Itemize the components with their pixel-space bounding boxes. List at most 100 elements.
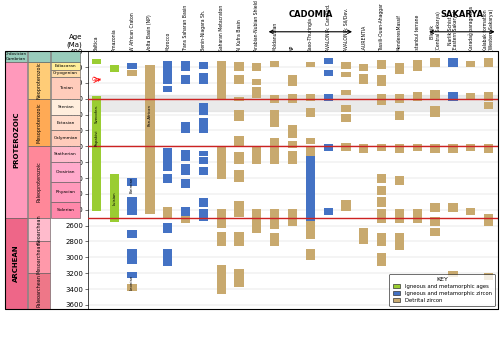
Bar — [198, 157, 208, 164]
Bar — [181, 74, 190, 84]
Text: NP: NP — [290, 45, 295, 51]
Bar — [288, 151, 297, 164]
Text: Tassili-Ouan-Ahaggar: Tassili-Ouan-Ahaggar — [379, 4, 384, 51]
Bar — [324, 144, 333, 151]
Text: Benin-Niagara Sh.: Benin-Niagara Sh. — [201, 10, 206, 51]
Bar — [181, 61, 190, 71]
Bar — [198, 73, 208, 84]
Bar — [342, 200, 350, 210]
Text: PROTEROZOIC: PROTEROZOIC — [13, 112, 19, 168]
Bar — [128, 273, 136, 278]
Bar — [359, 228, 368, 244]
Text: Age
(Ma): Age (Ma) — [66, 34, 82, 48]
Bar — [377, 197, 386, 207]
Bar — [234, 269, 244, 287]
Bar — [128, 63, 136, 69]
Bar — [395, 144, 404, 153]
Bar — [306, 94, 315, 101]
Bar — [306, 221, 315, 239]
Text: Arabian-Nubian Shield: Arabian-Nubian Shield — [254, 0, 260, 51]
Bar — [466, 61, 475, 67]
Bar — [88, 95, 498, 110]
Bar — [181, 150, 190, 161]
Bar — [216, 209, 226, 228]
Bar — [430, 90, 440, 99]
Bar — [430, 106, 440, 116]
Text: Saxo-Thuringia: Saxo-Thuringia — [308, 17, 313, 51]
Bar — [181, 216, 190, 223]
Bar — [163, 174, 172, 183]
Bar — [342, 62, 350, 69]
Bar — [234, 232, 244, 246]
Bar — [395, 94, 404, 103]
Bar — [216, 265, 226, 294]
Bar — [288, 74, 297, 86]
Bar — [234, 110, 244, 121]
Text: Morocco: Morocco — [165, 32, 170, 51]
Bar — [128, 249, 136, 264]
Bar — [430, 203, 440, 212]
Bar — [342, 90, 350, 95]
Bar — [306, 156, 315, 226]
Text: LAURENTIA: LAURENTIA — [362, 25, 366, 51]
Text: Paleoproterozoic: Paleoproterozoic — [36, 162, 42, 202]
Bar — [324, 58, 333, 64]
Bar — [110, 174, 119, 222]
Text: Trans Saharan Basin: Trans Saharan Basin — [183, 5, 188, 51]
Bar — [484, 214, 493, 226]
Bar — [430, 144, 440, 153]
Bar — [466, 93, 475, 99]
Bar — [128, 284, 136, 292]
Bar — [484, 102, 493, 109]
Bar — [377, 253, 386, 266]
Bar — [252, 209, 262, 233]
Text: Leonian: Leonian — [130, 275, 134, 291]
Bar — [163, 61, 172, 84]
Text: Luisian: Luisian — [112, 191, 116, 205]
Text: Cryogenian: Cryogenian — [53, 71, 78, 75]
Bar — [395, 63, 404, 74]
Bar — [324, 70, 333, 76]
Bar — [163, 207, 172, 219]
Text: Saharan Metacraton: Saharan Metacraton — [218, 5, 224, 51]
Bar — [288, 125, 297, 138]
Text: Birimian: Birimian — [130, 176, 134, 193]
Bar — [252, 146, 262, 164]
Bar — [198, 103, 208, 115]
Bar — [163, 148, 172, 171]
Text: Statherian: Statherian — [54, 152, 77, 156]
Text: Gap: Gap — [92, 77, 102, 82]
Bar — [324, 208, 333, 215]
Bar — [163, 223, 172, 233]
Text: Ordovician
Cambrian: Ordovician Cambrian — [5, 53, 27, 61]
Bar — [234, 74, 244, 84]
Text: Neoproterozoic: Neoproterozoic — [36, 62, 42, 99]
Bar — [270, 110, 280, 127]
Bar — [306, 146, 315, 156]
Bar — [412, 60, 422, 71]
Text: Mesoproterozoic: Mesoproterozoic — [36, 102, 42, 143]
Bar — [306, 108, 315, 116]
Text: CADOMIA: CADOMIA — [288, 11, 333, 19]
Text: Siderian: Siderian — [56, 208, 74, 212]
Bar — [377, 74, 386, 86]
Bar — [198, 151, 208, 156]
Bar — [270, 233, 280, 246]
Bar — [198, 167, 208, 175]
Bar — [342, 105, 350, 112]
Legend: Igneous and metamorphic ages, Igneous and metamorphic zircon, Detrital zircon: Igneous and metamorphic ages, Igneous an… — [390, 274, 495, 306]
Bar — [252, 87, 262, 97]
Text: MenderesMassif: MenderesMassif — [397, 14, 402, 51]
Bar — [92, 96, 101, 211]
Bar — [181, 207, 190, 219]
Bar — [270, 146, 280, 164]
Text: AVALONIA: Sil/Dev.: AVALONIA: Sil/Dev. — [344, 8, 348, 51]
Bar — [466, 208, 475, 215]
Bar — [448, 203, 458, 212]
Bar — [342, 114, 350, 122]
Text: Tonian: Tonian — [58, 86, 72, 90]
Bar — [234, 97, 244, 101]
Bar — [377, 174, 386, 183]
Bar — [288, 141, 297, 148]
Bar — [128, 178, 136, 186]
